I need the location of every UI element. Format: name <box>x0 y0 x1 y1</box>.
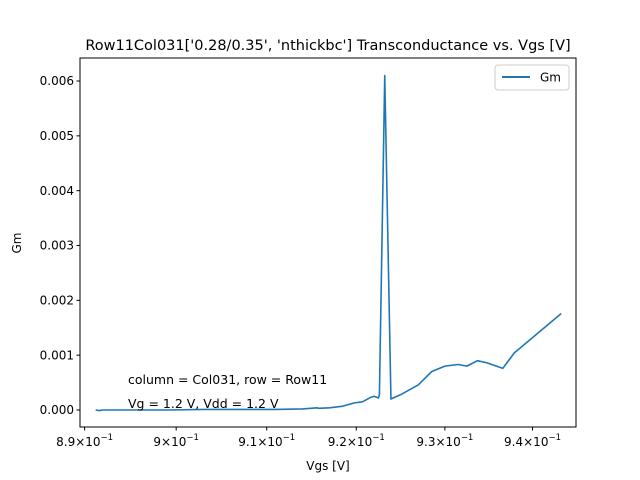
y-tick-label: 0.006 <box>40 74 74 88</box>
x-axis-label: Vgs [V] <box>306 459 349 473</box>
y-axis-label: Gm <box>10 233 24 254</box>
y-tick-label: 0.000 <box>40 403 74 417</box>
x-tick-label: 9.2×10−1 <box>328 433 385 449</box>
x-tick-label: 9.3×10−1 <box>416 433 473 449</box>
y-tick-label: 0.004 <box>40 184 74 198</box>
x-tick-label: 9.1×10−1 <box>238 433 295 449</box>
series-line-gm <box>95 74 562 412</box>
x-tick-label: 9.4×10−1 <box>504 433 561 449</box>
chart-title: Row11Col031['0.28/0.35', 'nthickbc'] Tra… <box>85 38 570 54</box>
y-tick-label: 0.001 <box>40 348 74 362</box>
annotation-location: column = Col031, row = Row11 <box>128 372 327 387</box>
axes-frame <box>79 57 577 428</box>
legend-box <box>494 64 570 91</box>
y-tick-label: 0.003 <box>40 239 74 253</box>
y-axis: 0.000 0.001 0.002 0.003 0.004 0.005 0.006 <box>40 74 80 417</box>
plot-area <box>95 74 562 412</box>
legend-label-gm: Gm <box>540 71 561 85</box>
legend: Gm <box>494 64 570 91</box>
y-tick-label: 0.002 <box>40 294 74 308</box>
y-tick-label: 0.005 <box>40 129 74 143</box>
annotation-voltages: Vg = 1.2 V, Vdd = 1.2 V <box>128 396 279 411</box>
x-tick-label: 8.9×10−1 <box>56 433 113 449</box>
